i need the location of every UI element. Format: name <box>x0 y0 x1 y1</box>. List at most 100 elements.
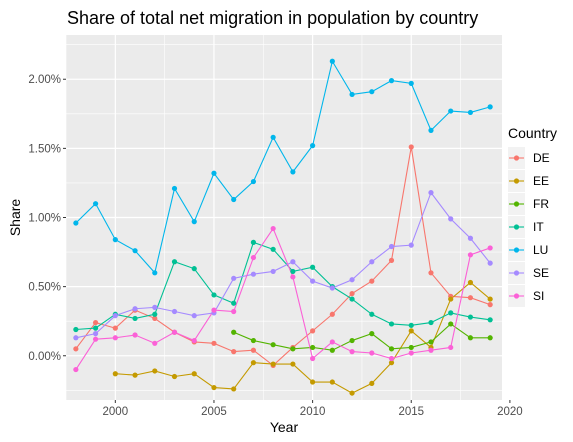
data-point-se <box>251 272 256 277</box>
data-point-lu <box>251 179 256 184</box>
data-point-se <box>488 261 493 266</box>
data-point-se <box>172 309 177 314</box>
data-point-ee <box>271 361 276 366</box>
data-point-de <box>369 279 374 284</box>
legend-key-point <box>514 224 519 229</box>
data-point-ee <box>448 296 453 301</box>
data-point-it <box>93 326 98 331</box>
data-point-fr <box>290 346 295 351</box>
data-point-it <box>488 317 493 322</box>
data-point-se <box>330 285 335 290</box>
data-point-it <box>271 247 276 252</box>
data-point-fr <box>231 330 236 335</box>
data-point-it <box>409 323 414 328</box>
x-tick-label: 2000 <box>103 406 129 418</box>
y-tick-label: 1.50% <box>28 143 61 155</box>
data-point-it <box>369 312 374 317</box>
data-point-lu <box>389 78 394 83</box>
legend-key-point <box>514 270 519 275</box>
legend-label: SI <box>533 289 544 303</box>
legend-item-si: SI <box>508 285 544 307</box>
data-point-si <box>310 356 315 361</box>
data-point-si <box>231 309 236 314</box>
data-point-si <box>172 330 177 335</box>
legend-item-it: IT <box>508 216 544 238</box>
legend-item-fr: FR <box>508 193 549 215</box>
data-point-de <box>113 326 118 331</box>
data-point-se <box>152 305 157 310</box>
legend: Country DEEEFRITLUSESI <box>508 125 557 307</box>
data-point-lu <box>93 201 98 206</box>
data-point-it <box>73 327 78 332</box>
data-point-fr <box>310 345 315 350</box>
data-point-lu <box>349 92 354 97</box>
data-point-fr <box>251 338 256 343</box>
y-axis-title: Share <box>7 199 23 237</box>
data-point-it <box>468 314 473 319</box>
data-point-se <box>448 216 453 221</box>
data-point-si <box>330 339 335 344</box>
data-point-de <box>330 312 335 317</box>
data-point-de <box>428 270 433 275</box>
data-point-ee <box>172 374 177 379</box>
data-point-se <box>113 313 118 318</box>
data-point-lu <box>211 171 216 176</box>
data-point-de <box>251 348 256 353</box>
data-point-ee <box>330 379 335 384</box>
data-point-se <box>192 313 197 318</box>
data-point-se <box>93 331 98 336</box>
data-point-se <box>409 243 414 248</box>
data-point-lu <box>132 248 137 253</box>
data-point-si <box>369 350 374 355</box>
data-point-ee <box>152 368 157 373</box>
chart-title: Share of total net migration in populati… <box>67 8 478 28</box>
data-point-de <box>93 320 98 325</box>
data-point-it <box>389 321 394 326</box>
data-point-it <box>290 269 295 274</box>
data-point-si <box>132 332 137 337</box>
data-point-si <box>211 308 216 313</box>
legend-label: DE <box>533 151 550 165</box>
legend-label: EE <box>533 174 549 188</box>
data-point-si <box>192 338 197 343</box>
data-point-ee <box>211 385 216 390</box>
legend-label: IT <box>533 220 544 234</box>
data-point-lu <box>231 197 236 202</box>
legend-item-de: DE <box>508 147 550 169</box>
data-point-se <box>369 259 374 264</box>
data-point-de <box>310 328 315 333</box>
legend-label: FR <box>533 197 549 211</box>
data-point-ee <box>409 328 414 333</box>
data-point-fr <box>369 331 374 336</box>
data-point-si <box>73 367 78 372</box>
data-point-lu <box>428 128 433 133</box>
data-point-si <box>389 356 394 361</box>
data-point-si <box>468 252 473 257</box>
x-axis-title: Year <box>270 419 299 435</box>
data-point-it <box>428 320 433 325</box>
data-point-ee <box>251 360 256 365</box>
data-point-it <box>132 316 137 321</box>
data-point-fr <box>409 345 414 350</box>
x-tick-label: 2010 <box>300 406 326 418</box>
y-tick-label: 2.00% <box>28 74 61 86</box>
data-point-si <box>113 335 118 340</box>
data-point-si <box>349 349 354 354</box>
data-point-it <box>172 259 177 264</box>
data-point-de <box>389 258 394 263</box>
data-point-lu <box>172 186 177 191</box>
data-point-de <box>349 291 354 296</box>
data-point-it <box>349 296 354 301</box>
data-point-lu <box>192 219 197 224</box>
data-point-se <box>73 335 78 340</box>
data-point-fr <box>349 338 354 343</box>
data-point-lu <box>152 270 157 275</box>
data-point-it <box>448 310 453 315</box>
data-point-si <box>290 274 295 279</box>
data-point-ee <box>488 296 493 301</box>
data-point-se <box>468 236 473 241</box>
data-point-de <box>468 295 473 300</box>
data-point-de <box>409 144 414 149</box>
